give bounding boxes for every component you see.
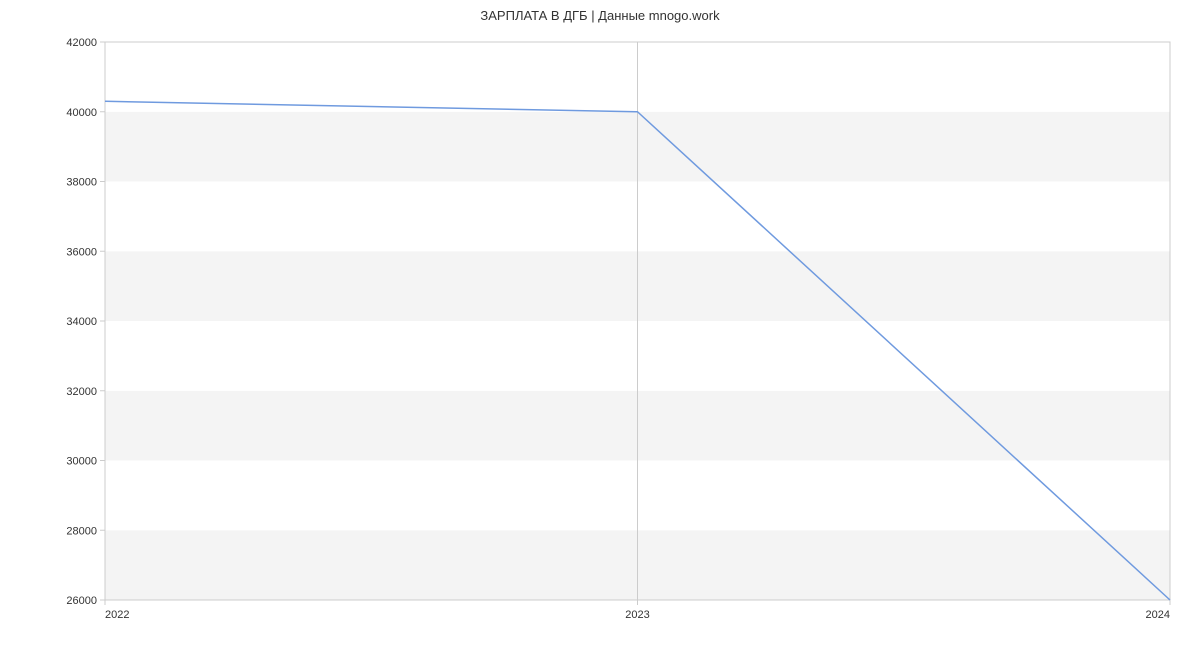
y-tick-label: 40000 bbox=[66, 107, 97, 119]
y-tick-label: 28000 bbox=[66, 525, 97, 537]
y-tick-label: 30000 bbox=[66, 456, 97, 468]
x-tick-label: 2024 bbox=[1146, 609, 1170, 621]
y-tick-label: 32000 bbox=[66, 386, 97, 398]
y-tick-label: 42000 bbox=[66, 37, 97, 49]
y-tick-label: 38000 bbox=[66, 177, 97, 189]
x-tick-label: 2022 bbox=[105, 609, 129, 621]
salary-chart: ЗАРПЛАТА В ДГБ | Данные mnogo.work 26000… bbox=[0, 0, 1200, 650]
y-tick-label: 34000 bbox=[66, 316, 97, 328]
y-tick-label: 36000 bbox=[66, 246, 97, 258]
chart-svg: 26000 28000 30000 32000 34000 36000 38000 40000… bbox=[0, 30, 1200, 650]
chart-title: ЗАРПЛАТА В ДГБ | Данные mnogo.work bbox=[0, 0, 1200, 30]
x-tick-label: 2023 bbox=[625, 609, 649, 621]
y-tick-label: 26000 bbox=[66, 595, 97, 607]
